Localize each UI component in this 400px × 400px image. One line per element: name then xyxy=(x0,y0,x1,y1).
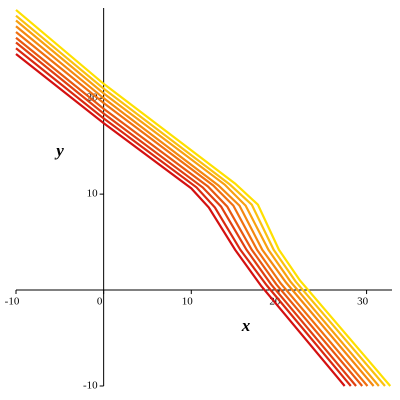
x-axis-title: x xyxy=(241,316,251,335)
data-line xyxy=(15,47,352,387)
x-tick-label: -10 xyxy=(5,296,20,308)
data-line xyxy=(15,53,346,387)
y-tick-label: -10 xyxy=(83,380,98,392)
y-axis-title: y xyxy=(54,141,64,160)
data-line xyxy=(15,25,375,387)
data-line xyxy=(15,36,364,387)
x-tick-label: 10 xyxy=(182,296,194,308)
y-tick-label: 20 xyxy=(87,92,99,104)
data-line xyxy=(15,31,369,387)
data-line xyxy=(15,14,386,387)
data-line xyxy=(15,41,357,387)
data-line xyxy=(15,19,380,387)
x-tick-label: 30 xyxy=(357,296,369,308)
data-line xyxy=(15,9,392,387)
x-tick-label: 0 xyxy=(97,296,103,308)
y-tick-label: 10 xyxy=(87,188,99,200)
